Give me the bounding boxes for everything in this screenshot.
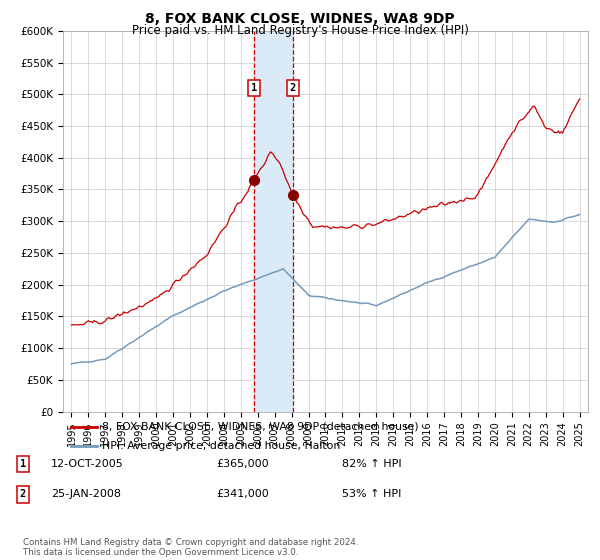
Text: 2: 2: [290, 83, 296, 93]
Text: Price paid vs. HM Land Registry's House Price Index (HPI): Price paid vs. HM Land Registry's House …: [131, 24, 469, 37]
Text: Contains HM Land Registry data © Crown copyright and database right 2024.
This d: Contains HM Land Registry data © Crown c…: [23, 538, 358, 557]
Bar: [254, 31, 293, 412]
Text: 1: 1: [251, 83, 257, 93]
Text: 82% ↑ HPI: 82% ↑ HPI: [342, 459, 401, 469]
Text: 8, FOX BANK CLOSE, WIDNES, WA8 9DP (detached house): 8, FOX BANK CLOSE, WIDNES, WA8 9DP (deta…: [103, 422, 419, 432]
Text: £341,000: £341,000: [216, 489, 269, 500]
Text: £365,000: £365,000: [216, 459, 269, 469]
Text: 1: 1: [20, 459, 26, 469]
Text: HPI: Average price, detached house, Halton: HPI: Average price, detached house, Halt…: [103, 441, 341, 450]
Text: 8, FOX BANK CLOSE, WIDNES, WA8 9DP: 8, FOX BANK CLOSE, WIDNES, WA8 9DP: [145, 12, 455, 26]
Text: 53% ↑ HPI: 53% ↑ HPI: [342, 489, 401, 500]
Text: 12-OCT-2005: 12-OCT-2005: [51, 459, 124, 469]
Text: 25-JAN-2008: 25-JAN-2008: [51, 489, 121, 500]
Text: 2: 2: [20, 489, 26, 500]
